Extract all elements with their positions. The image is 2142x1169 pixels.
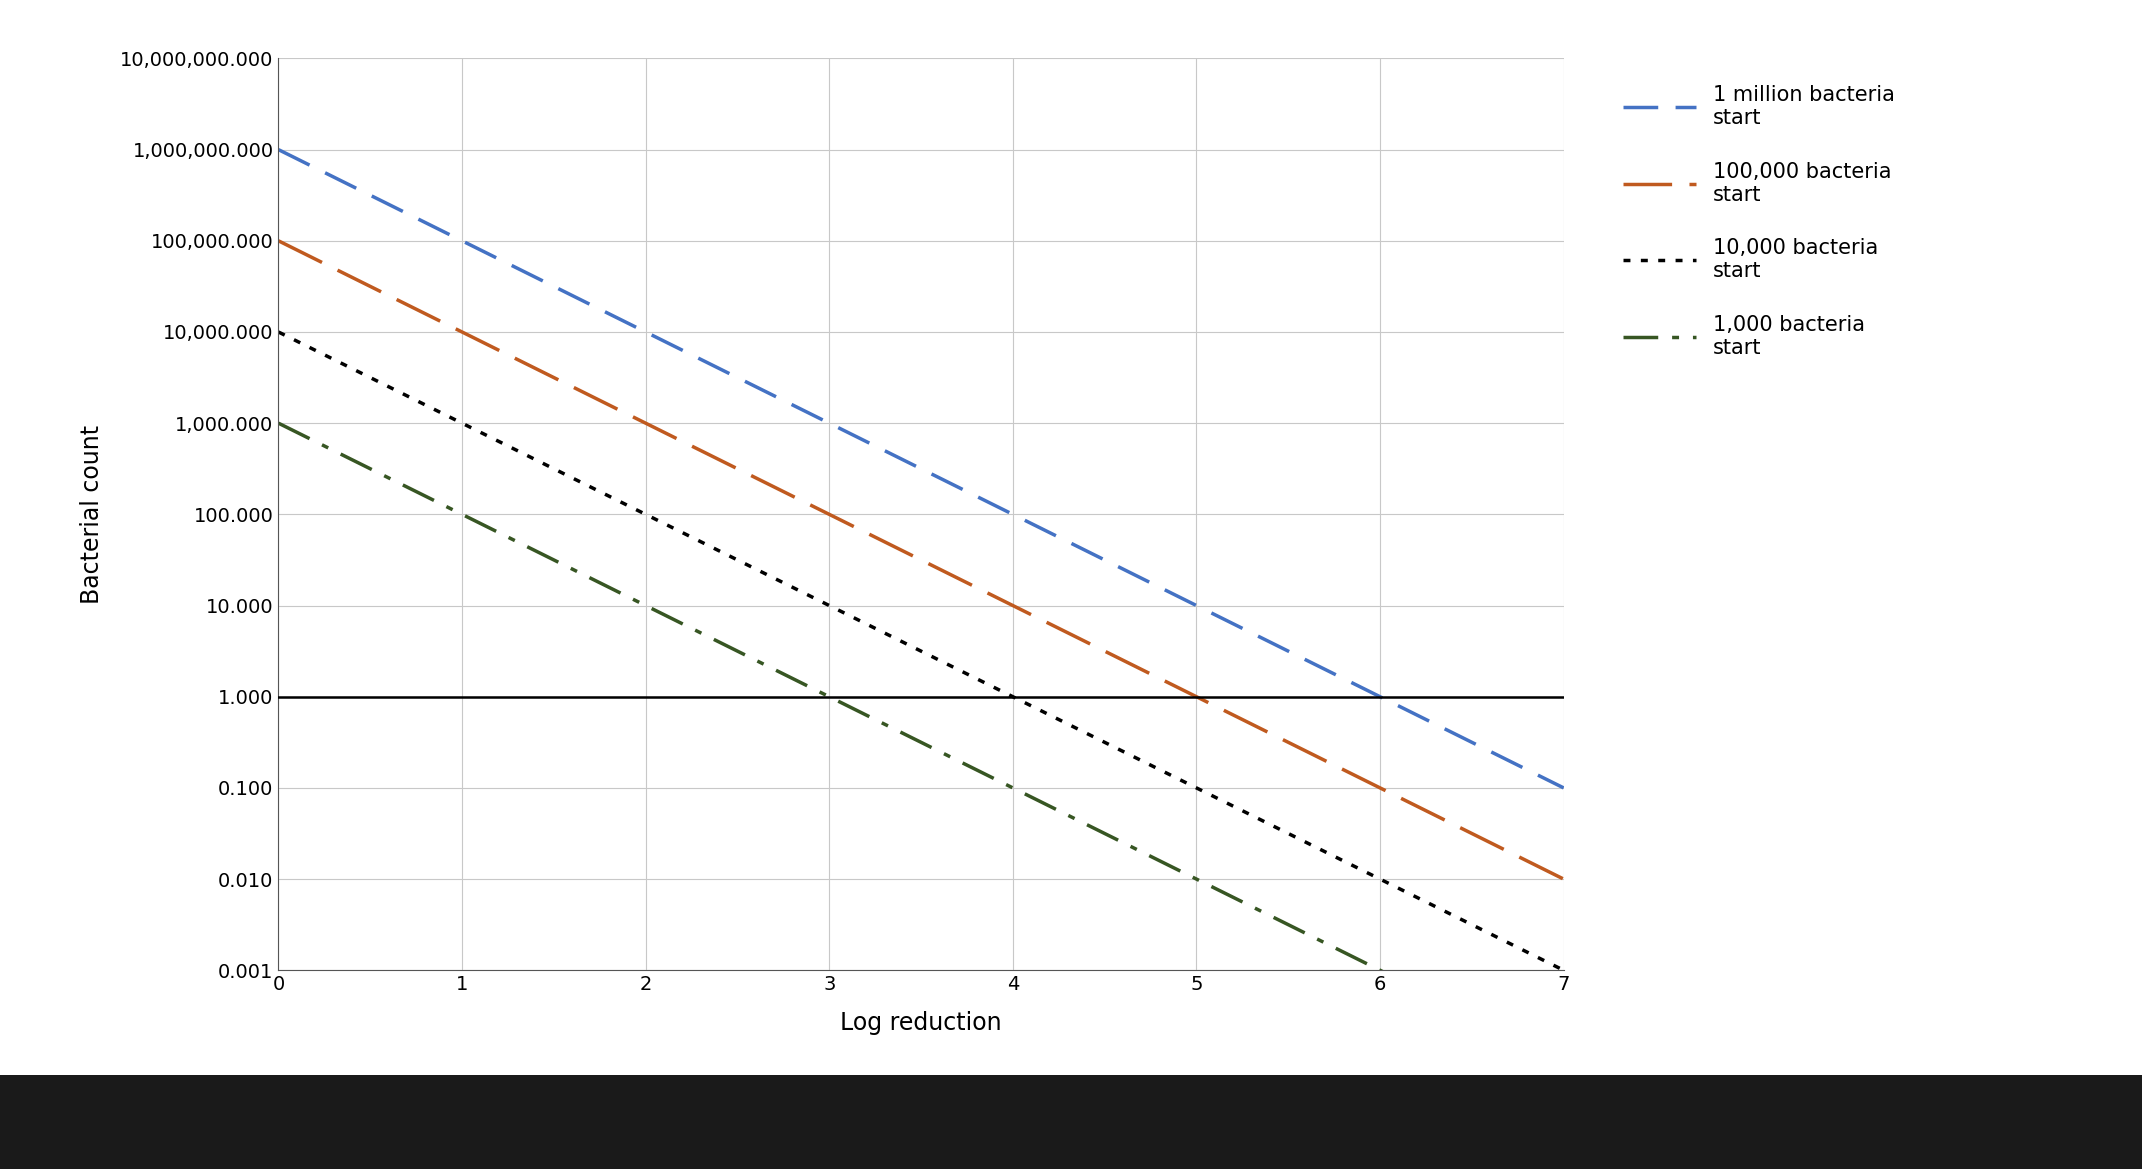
10,000 bacteria
start xyxy=(628,505,653,519)
10,000 bacteria
start xyxy=(1110,745,1135,759)
100,000 bacteria
start xyxy=(1424,809,1450,823)
10,000 bacteria
start xyxy=(1551,963,1577,977)
Y-axis label: Bacterial count: Bacterial count xyxy=(79,424,103,604)
10,000 bacteria
start xyxy=(673,527,698,541)
X-axis label: Log reduction: Log reduction xyxy=(840,1011,1002,1035)
1 million bacteria
start xyxy=(673,345,698,359)
Line: 1,000 bacteria
start: 1,000 bacteria start xyxy=(278,423,1564,1061)
10,000 bacteria
start xyxy=(580,482,606,496)
10,000 bacteria
start xyxy=(1266,822,1292,836)
1,000 bacteria
start xyxy=(1551,1054,1577,1068)
1,000 bacteria
start xyxy=(580,573,606,587)
1 million bacteria
start xyxy=(1266,639,1292,653)
1 million bacteria
start xyxy=(628,323,653,337)
1 million bacteria
start xyxy=(580,299,606,313)
1 million bacteria
start xyxy=(1551,781,1577,795)
Line: 100,000 bacteria
start: 100,000 bacteria start xyxy=(278,241,1564,879)
Legend: 1 million bacteria
start, 100,000 bacteria
start, 10,000 bacteria
start, 1,000 b: 1 million bacteria start, 100,000 bacter… xyxy=(1615,77,1904,366)
1,000 bacteria
start xyxy=(673,618,698,632)
100,000 bacteria
start xyxy=(1110,653,1135,667)
1 million bacteria
start xyxy=(266,143,291,157)
100,000 bacteria
start xyxy=(673,436,698,450)
Line: 10,000 bacteria
start: 10,000 bacteria start xyxy=(278,332,1564,970)
10,000 bacteria
start xyxy=(266,325,291,339)
100,000 bacteria
start xyxy=(266,234,291,248)
1,000 bacteria
start xyxy=(1110,836,1135,850)
1,000 bacteria
start xyxy=(1266,913,1292,927)
1 million bacteria
start xyxy=(1424,718,1450,732)
100,000 bacteria
start xyxy=(628,414,653,428)
100,000 bacteria
start xyxy=(1266,731,1292,745)
1,000 bacteria
start xyxy=(266,416,291,430)
100,000 bacteria
start xyxy=(580,390,606,404)
1,000 bacteria
start xyxy=(1424,991,1450,1005)
1,000 bacteria
start xyxy=(628,596,653,610)
100,000 bacteria
start xyxy=(1551,872,1577,886)
10,000 bacteria
start xyxy=(1424,900,1450,914)
1 million bacteria
start xyxy=(1110,562,1135,576)
Line: 1 million bacteria
start: 1 million bacteria start xyxy=(278,150,1564,788)
